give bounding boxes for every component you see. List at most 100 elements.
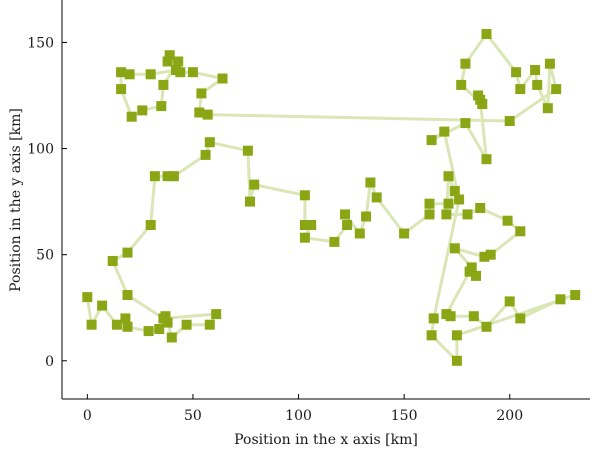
data-point-marker xyxy=(82,292,93,303)
data-point-marker xyxy=(342,220,353,230)
data-point-marker xyxy=(371,192,382,203)
x-tick-label: 100 xyxy=(285,408,312,424)
data-point-marker xyxy=(164,50,175,61)
data-point-marker xyxy=(475,203,486,213)
data-point-marker xyxy=(424,209,435,220)
data-point-marker xyxy=(200,149,211,160)
x-tick-label: 50 xyxy=(184,408,202,424)
data-point-marker xyxy=(173,56,184,67)
data-point-marker xyxy=(511,67,522,78)
data-point-marker xyxy=(399,228,410,239)
data-point-marker xyxy=(107,256,118,266)
data-point-marker xyxy=(451,355,462,366)
data-point-marker xyxy=(299,220,310,230)
data-point-marker xyxy=(97,300,108,311)
data-point-marker xyxy=(515,84,526,95)
data-point-marker xyxy=(544,58,555,69)
data-point-marker xyxy=(211,309,222,320)
data-point-marker xyxy=(242,145,253,156)
data-point-marker xyxy=(443,198,454,209)
x-tick-label: 0 xyxy=(83,408,92,424)
data-point-marker xyxy=(479,251,490,262)
data-point-marker xyxy=(340,209,350,220)
data-point-marker xyxy=(306,220,317,230)
data-point-marker xyxy=(124,69,135,80)
y-tick-label: 0 xyxy=(45,354,54,370)
y-tick-label: 100 xyxy=(27,142,54,158)
data-point-marker xyxy=(424,198,435,209)
data-point-marker xyxy=(166,332,177,343)
data-point-marker xyxy=(462,209,473,220)
data-point-marker xyxy=(145,220,156,230)
data-point-marker xyxy=(481,29,492,39)
data-point-marker xyxy=(515,313,526,324)
data-point-marker xyxy=(111,319,122,330)
data-point-marker xyxy=(158,313,169,324)
marker-layer xyxy=(82,29,581,366)
data-point-marker xyxy=(354,228,365,239)
x-tick-label: 200 xyxy=(496,408,523,424)
data-point-marker xyxy=(530,65,541,75)
data-point-marker xyxy=(426,135,437,146)
data-point-marker xyxy=(154,324,165,334)
data-point-marker xyxy=(156,101,167,112)
data-point-marker xyxy=(454,194,465,205)
data-point-marker xyxy=(116,84,127,95)
data-point-marker xyxy=(187,67,198,78)
data-point-marker xyxy=(162,56,173,67)
data-point-marker xyxy=(361,211,372,222)
data-point-marker xyxy=(428,313,439,324)
data-point-marker xyxy=(570,290,581,300)
data-point-marker xyxy=(426,330,437,341)
data-point-marker xyxy=(149,171,160,182)
data-point-marker xyxy=(204,319,215,330)
data-point-marker xyxy=(86,319,97,330)
data-point-marker xyxy=(443,171,454,182)
data-point-marker xyxy=(365,177,376,188)
data-point-marker xyxy=(162,171,173,182)
data-point-marker xyxy=(504,116,515,126)
y-axis-label: Position in the y axis [km] xyxy=(8,108,24,292)
data-point-marker xyxy=(116,67,127,78)
data-point-marker xyxy=(502,215,513,226)
data-point-marker xyxy=(460,118,471,129)
data-point-marker xyxy=(145,69,156,80)
data-point-marker xyxy=(542,103,553,114)
x-tick-label: 150 xyxy=(391,408,418,424)
data-point-marker xyxy=(168,171,179,182)
data-point-marker xyxy=(485,249,496,260)
data-point-marker xyxy=(126,111,137,122)
data-point-marker xyxy=(122,247,133,258)
data-point-marker xyxy=(449,243,460,254)
plot-area: 0 50 100 150 200 0 50 100 150 xyxy=(27,0,590,424)
data-point-marker xyxy=(202,109,213,120)
axis-ticks: 0 50 100 150 200 0 50 100 150 xyxy=(27,35,523,424)
data-point-marker xyxy=(445,311,456,322)
data-point-marker xyxy=(137,105,148,116)
data-point-marker xyxy=(515,226,526,237)
data-point-marker xyxy=(204,137,215,148)
y-tick-label: 150 xyxy=(27,35,54,51)
data-point-marker xyxy=(217,73,228,84)
data-point-marker xyxy=(532,79,543,90)
data-point-marker xyxy=(171,65,181,75)
data-point-marker xyxy=(456,79,467,90)
x-axis-label: Position in the x axis [km] xyxy=(234,432,418,448)
data-point-marker xyxy=(245,196,255,207)
data-point-marker xyxy=(181,319,192,330)
data-point-marker xyxy=(122,321,133,332)
data-point-marker xyxy=(143,326,154,337)
data-point-marker xyxy=(196,88,207,99)
data-point-marker xyxy=(551,84,562,95)
data-point-marker xyxy=(158,79,169,90)
data-point-marker xyxy=(194,107,205,118)
data-point-marker xyxy=(449,186,460,196)
data-point-marker xyxy=(555,294,566,305)
data-point-marker xyxy=(477,99,488,109)
data-point-marker xyxy=(468,311,479,322)
data-point-marker xyxy=(441,209,452,220)
data-point-marker xyxy=(471,270,481,281)
y-tick-label: 50 xyxy=(36,248,54,264)
data-point-marker xyxy=(439,126,450,137)
